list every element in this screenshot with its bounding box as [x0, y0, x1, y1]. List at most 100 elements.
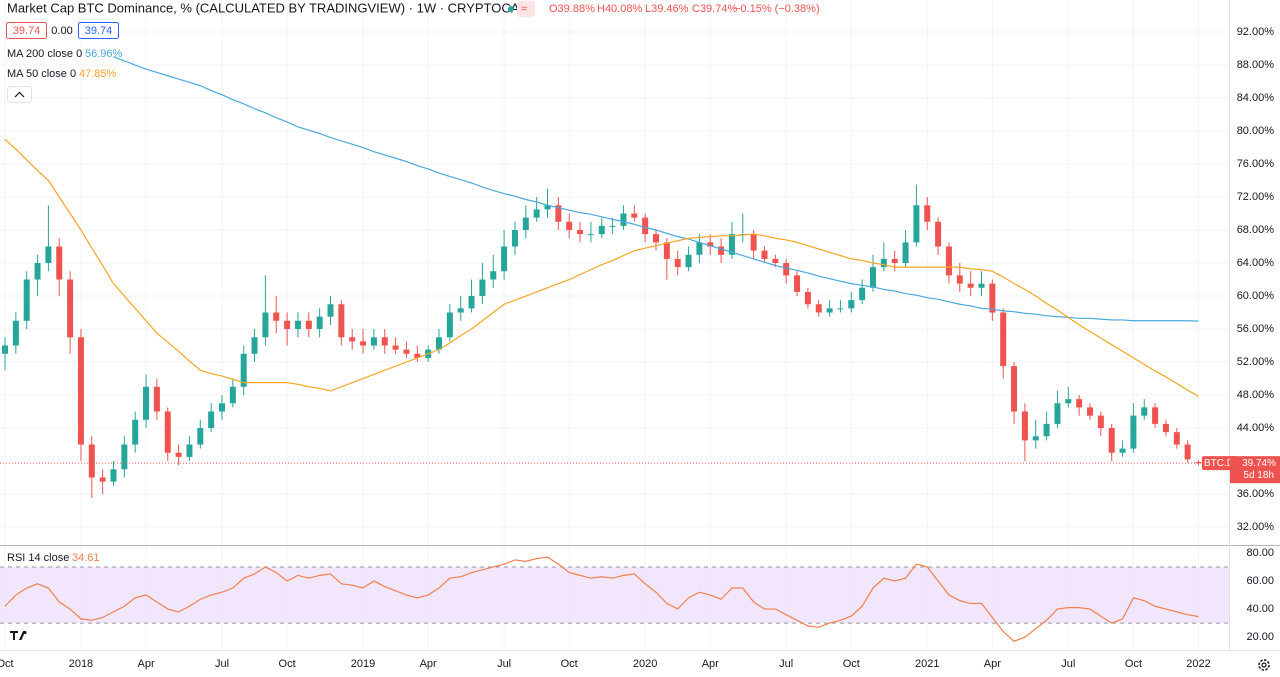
candle-body [718, 246, 725, 255]
candle-body [804, 291, 811, 305]
candle-body [1162, 423, 1169, 433]
candle-body [772, 258, 779, 264]
candle-body [967, 283, 974, 288]
rsi-legend[interactable]: RSI 14 close [7, 552, 69, 564]
candle-body [815, 304, 822, 313]
candle-body [1021, 411, 1028, 441]
collapse-icon [14, 91, 25, 98]
candle-body [45, 246, 52, 264]
moving-average [113, 56, 1199, 322]
candle-body [1130, 415, 1137, 449]
candle-body [349, 337, 356, 342]
candle-body [707, 242, 714, 247]
settings-button[interactable] [1258, 659, 1270, 671]
candle-body [262, 312, 269, 338]
gear-outer [1258, 659, 1270, 671]
candle-body [642, 217, 649, 235]
gear-inner [1261, 662, 1267, 668]
candle-body [1184, 444, 1191, 460]
alert-badge[interactable] [517, 1, 535, 17]
candle-body [848, 300, 855, 309]
rsi-value: 34.61 [72, 552, 100, 564]
ma50-value: 47.85% [79, 68, 117, 80]
candle-body [663, 242, 670, 259]
candle-body [240, 353, 247, 387]
ohlc-high: H40.08% [597, 3, 642, 15]
y-tick-label: 48.00% [1237, 389, 1275, 401]
candle-body [880, 258, 887, 268]
candle-body [208, 411, 215, 429]
tradingview-logo[interactable] [10, 630, 27, 640]
candle-body [522, 217, 529, 231]
candle-body [327, 304, 334, 317]
y-tick-label: 44.00% [1237, 422, 1275, 434]
x-tick-label: Apr [420, 658, 437, 670]
candle-body [902, 242, 909, 264]
ma50-legend[interactable]: MA 50 close 0 [7, 68, 76, 80]
ohlc-change: −0.15% (−0.38%) [734, 3, 820, 15]
candle-body [1108, 428, 1115, 453]
x-tick-label: Oct [561, 658, 578, 670]
candle-body [924, 205, 931, 222]
candle-body [436, 337, 442, 350]
rsi-tick-label: 60.00 [1246, 575, 1274, 587]
candle-body [750, 234, 757, 251]
candle-body [1000, 312, 1007, 367]
status-dot [508, 6, 514, 12]
moving-average [4, 138, 1199, 397]
candle-body [1032, 436, 1039, 441]
spread: 0.00 [51, 25, 72, 37]
y-tick-label: 52.00% [1237, 356, 1275, 368]
candle-body [143, 386, 150, 420]
candle-body [826, 308, 833, 313]
bid-price: 39.74 [13, 25, 41, 37]
candle-body [1152, 407, 1159, 424]
candle-body [186, 444, 193, 457]
candle-body [479, 279, 486, 297]
candle-body [446, 312, 453, 338]
candle-body [273, 312, 280, 321]
candle-body [566, 221, 573, 231]
x-tick-label: Oct [0, 658, 14, 670]
candle-body [501, 246, 508, 272]
candle-body [837, 308, 844, 310]
candle-body [468, 296, 475, 309]
ask-box[interactable] [78, 22, 119, 39]
candle-body [1173, 432, 1180, 445]
symbol-tag-label: BTC.D [1204, 458, 1234, 469]
collapse-button[interactable] [7, 86, 32, 103]
candle-body [935, 221, 942, 247]
candle-body [511, 230, 518, 247]
candle-body [598, 225, 605, 235]
candle-body [859, 287, 866, 301]
candle-body [1065, 399, 1072, 404]
countdown: 5d 18h [1243, 470, 1274, 481]
candle-body [12, 320, 19, 346]
candle-body [56, 246, 63, 280]
x-tick-label: 2018 [69, 658, 93, 670]
candle-body [978, 283, 985, 288]
x-tick-label: Apr [702, 658, 719, 670]
rsi-tick-label: 20.00 [1246, 631, 1274, 643]
candle-body [132, 419, 139, 445]
logo-mark [10, 630, 27, 640]
plot [0, 56, 1230, 643]
y-tick-label: 56.00% [1237, 323, 1275, 335]
y-tick-label: 76.00% [1237, 158, 1275, 170]
y-tick-label: 72.00% [1237, 191, 1275, 203]
symbol-title[interactable]: Market Cap BTC Dominance, % (CALCULATED … [7, 0, 528, 15]
bid-box[interactable] [6, 22, 47, 39]
candle-body [577, 230, 584, 235]
y-tick-label: 64.00% [1237, 257, 1275, 269]
candle-body [34, 263, 41, 280]
y-tick-label: 80.00% [1237, 125, 1275, 137]
candle-body [360, 341, 367, 346]
candle-body [23, 279, 30, 321]
x-tick-label: Jul [1061, 658, 1075, 670]
candle-body [1141, 407, 1148, 416]
ma200-legend[interactable]: MA 200 close 0 [7, 48, 82, 60]
candle-body [761, 250, 768, 259]
alert-icon: ≈ [521, 3, 527, 15]
x-tick-label: Jul [779, 658, 793, 670]
candle-body [381, 337, 388, 346]
